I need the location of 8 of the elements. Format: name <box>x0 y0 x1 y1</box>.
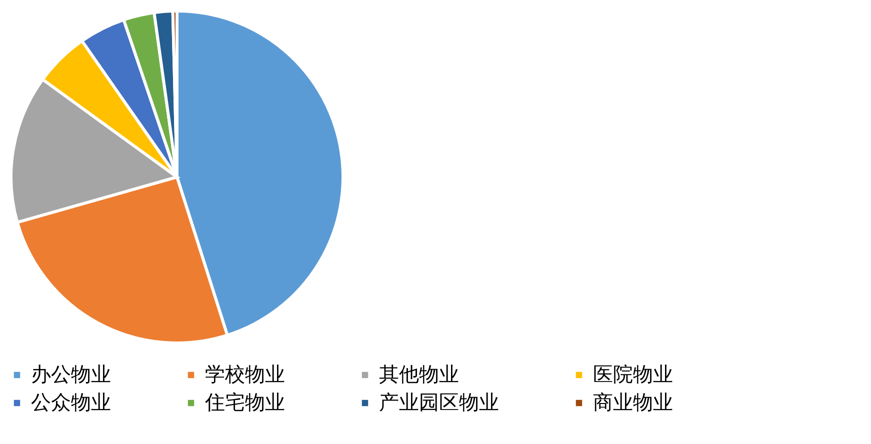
legend-label: 其他物业 <box>379 362 459 386</box>
legend-label: 公众物业 <box>31 390 111 414</box>
legend-label: 办公物业 <box>31 362 111 386</box>
legend-label: 住宅物业 <box>204 390 285 414</box>
legend-label: 医院物业 <box>593 362 673 386</box>
legend-label: 学校物业 <box>205 362 285 386</box>
legend-label: 商业物业 <box>593 390 673 414</box>
legend-label: 产业园区物业 <box>379 390 499 414</box>
